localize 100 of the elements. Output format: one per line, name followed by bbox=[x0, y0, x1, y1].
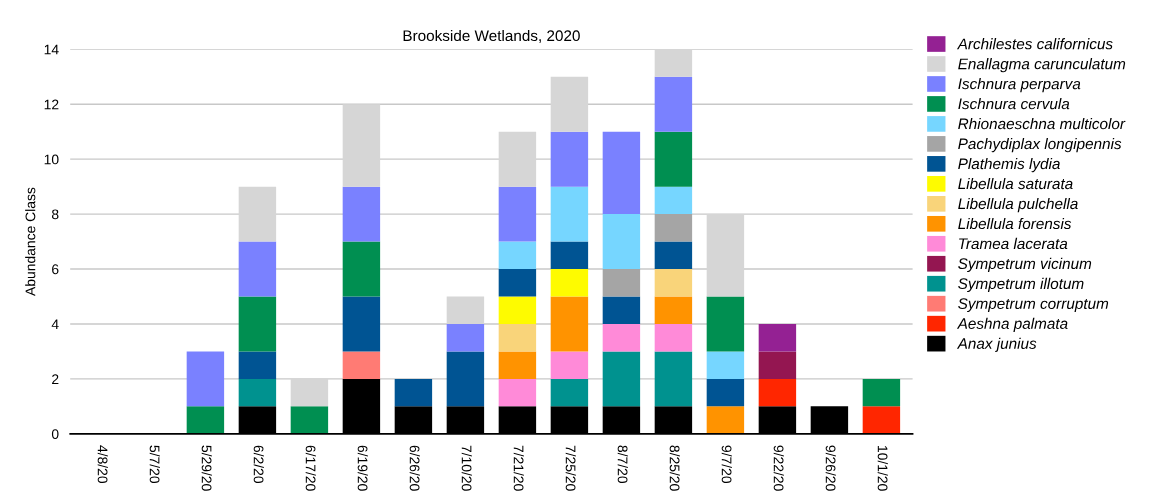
bar bbox=[498, 241, 537, 270]
x-tick-label: 6/17/20 bbox=[305, 445, 316, 491]
bar bbox=[602, 296, 641, 324]
bar bbox=[602, 269, 641, 297]
x-tick-label: 4/8/20 bbox=[97, 445, 108, 484]
bar bbox=[706, 214, 745, 297]
x-tick-label: 6/2/20 bbox=[253, 445, 264, 484]
bar bbox=[654, 131, 693, 187]
bar bbox=[238, 378, 277, 407]
bar bbox=[498, 378, 537, 407]
chart-title: Brookside Wetlands, 2020 bbox=[403, 29, 580, 43]
legend-label: Plathemis lydia bbox=[958, 157, 1060, 173]
legend-label: Libellula pulchella bbox=[958, 197, 1078, 213]
bar bbox=[342, 186, 381, 242]
x-tick-label: 7/25/20 bbox=[565, 445, 576, 491]
legend-label: Rhionaeschna multicolor bbox=[958, 118, 1126, 130]
x-tick-label: 7/21/20 bbox=[513, 445, 524, 491]
bar bbox=[394, 378, 433, 407]
legend-label: Sympetrum vicinum bbox=[958, 257, 1092, 273]
bar bbox=[654, 323, 693, 352]
y-tick-label: 14 bbox=[44, 44, 59, 55]
bar bbox=[550, 76, 589, 132]
x-tick-label: 7/10/20 bbox=[461, 445, 472, 491]
bar bbox=[862, 378, 901, 407]
y-tick-label: 10 bbox=[44, 154, 59, 165]
bar bbox=[602, 214, 641, 270]
bar bbox=[862, 406, 901, 434]
x-tick-label: 5/29/20 bbox=[201, 445, 212, 491]
legend-label: Ischnura cervula bbox=[958, 98, 1070, 110]
x-tick-label: 5/7/20 bbox=[149, 445, 160, 484]
bar bbox=[238, 186, 277, 242]
bar bbox=[446, 323, 485, 352]
bar bbox=[186, 406, 225, 434]
bar bbox=[238, 296, 277, 352]
bar bbox=[550, 351, 589, 379]
bar bbox=[654, 49, 693, 77]
y-tick-label: 12 bbox=[44, 99, 59, 110]
bar bbox=[550, 296, 589, 352]
y-axis-title: Abundance Class bbox=[25, 187, 36, 296]
bar bbox=[758, 351, 797, 379]
legend-label: Anax junius bbox=[956, 337, 1037, 352]
bar bbox=[498, 186, 537, 242]
bar bbox=[498, 296, 537, 324]
bar bbox=[706, 406, 745, 434]
bar bbox=[498, 131, 537, 187]
bar bbox=[602, 131, 641, 215]
bar bbox=[758, 323, 797, 352]
bar bbox=[602, 351, 641, 407]
bar bbox=[654, 351, 693, 407]
x-tick-label: 10/1/20 bbox=[877, 446, 888, 491]
x-tick-label: 8/25/20 bbox=[669, 445, 680, 491]
y-tick-label: 6 bbox=[52, 264, 59, 275]
x-tick-label: 9/26/20 bbox=[825, 445, 836, 491]
x-tick-label: 9/7/20 bbox=[721, 445, 732, 484]
bar bbox=[706, 351, 745, 379]
legend-label: Libellula saturata bbox=[958, 177, 1073, 190]
bar bbox=[550, 378, 589, 407]
legend-label: Pachydiplax longipennis bbox=[958, 137, 1122, 153]
bar bbox=[654, 186, 693, 215]
bar bbox=[290, 378, 329, 407]
legend-label: Aeshna palmata bbox=[956, 317, 1068, 332]
bar bbox=[550, 131, 589, 187]
legend-label: Enallagma carunculatum bbox=[958, 58, 1126, 73]
bar bbox=[498, 351, 537, 379]
bar bbox=[342, 104, 381, 187]
bar bbox=[238, 351, 277, 379]
bar bbox=[654, 214, 693, 242]
legend-label: Sympetrum illotum bbox=[958, 277, 1084, 293]
bar bbox=[498, 269, 537, 297]
legend-label: Archilestes californicus bbox=[956, 38, 1113, 50]
bar bbox=[446, 296, 485, 324]
bar bbox=[706, 296, 745, 352]
x-tick-label: 9/22/20 bbox=[773, 445, 784, 491]
bar bbox=[342, 351, 381, 379]
legend-label: Tramea lacerata bbox=[959, 237, 1068, 250]
x-tick-label: 6/19/20 bbox=[357, 445, 368, 491]
x-tick-label: 6/26/20 bbox=[409, 445, 420, 491]
bar bbox=[550, 186, 589, 242]
y-tick-label: 2 bbox=[52, 374, 59, 384]
bar bbox=[654, 296, 693, 324]
bar bbox=[290, 406, 329, 434]
bar bbox=[706, 378, 745, 407]
bar bbox=[654, 76, 693, 132]
bar bbox=[550, 269, 589, 297]
bar bbox=[498, 323, 537, 352]
x-tick-label: 8/7/20 bbox=[617, 445, 628, 484]
bar bbox=[602, 323, 641, 352]
bar bbox=[654, 241, 693, 270]
bar bbox=[342, 241, 381, 297]
bar bbox=[758, 378, 797, 407]
bar bbox=[186, 351, 225, 407]
y-tick-label: 4 bbox=[51, 319, 59, 329]
legend-label: Ischnura perparva bbox=[958, 78, 1081, 93]
bar bbox=[550, 241, 589, 270]
bar bbox=[654, 269, 693, 297]
legend-label: Sympetrum corruptum bbox=[958, 298, 1109, 313]
y-tick-label: 8 bbox=[51, 209, 59, 220]
legend-label: Libellula forensis bbox=[958, 217, 1072, 230]
bar bbox=[446, 351, 485, 407]
bar bbox=[342, 296, 381, 352]
